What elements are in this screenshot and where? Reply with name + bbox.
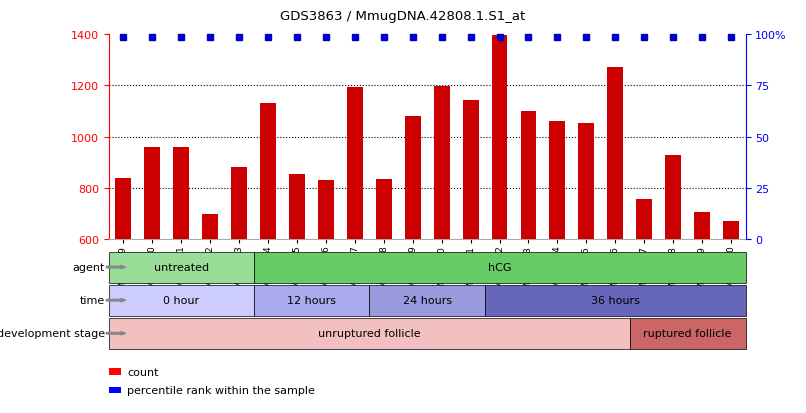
Bar [636, 200, 652, 240]
Bar [694, 213, 710, 240]
Bar [144, 147, 160, 240]
Bar [318, 181, 334, 240]
Text: agent: agent [73, 262, 105, 273]
Text: hCG: hCG [488, 262, 511, 273]
Bar [376, 180, 392, 240]
Text: 24 hours: 24 hours [403, 295, 451, 306]
Text: 36 hours: 36 hours [591, 295, 640, 306]
Bar [665, 155, 681, 240]
Bar [173, 148, 189, 240]
Bar [289, 175, 305, 240]
Text: time: time [80, 295, 105, 306]
Text: 12 hours: 12 hours [287, 295, 336, 306]
Bar [260, 104, 276, 240]
Bar [463, 100, 479, 240]
Text: ruptured follicle: ruptured follicle [643, 328, 732, 339]
Bar [231, 167, 247, 240]
Bar [608, 68, 623, 240]
Text: count: count [127, 367, 159, 377]
Bar [347, 88, 363, 240]
Text: GDS3863 / MmugDNA.42808.1.S1_at: GDS3863 / MmugDNA.42808.1.S1_at [280, 10, 526, 23]
Text: 0 hour: 0 hour [163, 295, 199, 306]
Text: unruptured follicle: unruptured follicle [318, 328, 421, 339]
Bar [405, 117, 421, 240]
Bar [521, 112, 537, 240]
Bar [723, 221, 739, 240]
Bar [115, 178, 131, 240]
Bar [202, 214, 218, 240]
Text: development stage: development stage [0, 328, 105, 339]
Bar [550, 122, 565, 240]
Text: percentile rank within the sample: percentile rank within the sample [127, 385, 315, 395]
Bar [434, 87, 450, 240]
Bar [579, 123, 594, 240]
Text: untreated: untreated [154, 262, 209, 273]
Bar [492, 36, 508, 240]
